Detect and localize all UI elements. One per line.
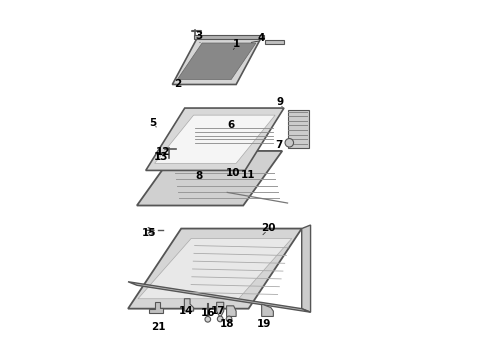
Text: 20: 20: [261, 223, 275, 233]
Text: 1: 1: [233, 39, 240, 49]
Text: 17: 17: [211, 306, 226, 316]
Text: 18: 18: [220, 319, 235, 329]
Text: 4: 4: [257, 33, 265, 43]
Text: 10: 10: [225, 168, 240, 178]
Polygon shape: [172, 38, 261, 85]
Text: 5: 5: [149, 118, 156, 128]
Text: 3: 3: [196, 31, 202, 41]
Polygon shape: [177, 43, 256, 80]
Circle shape: [285, 139, 294, 147]
Text: 16: 16: [200, 308, 215, 318]
Polygon shape: [265, 40, 284, 44]
Text: 11: 11: [241, 170, 256, 180]
Text: 13: 13: [153, 152, 168, 162]
Text: 14: 14: [179, 306, 194, 316]
Circle shape: [226, 316, 232, 322]
Polygon shape: [155, 115, 275, 163]
Polygon shape: [128, 229, 302, 309]
Polygon shape: [217, 302, 224, 316]
Polygon shape: [262, 304, 273, 316]
Polygon shape: [138, 238, 292, 299]
Polygon shape: [137, 151, 282, 206]
Polygon shape: [128, 282, 311, 312]
Text: 6: 6: [227, 120, 234, 130]
Text: 7: 7: [275, 140, 282, 149]
Text: 15: 15: [142, 228, 156, 238]
Text: 8: 8: [196, 171, 202, 181]
Polygon shape: [302, 225, 311, 312]
Text: 2: 2: [174, 79, 181, 89]
Polygon shape: [194, 35, 265, 39]
Circle shape: [205, 316, 211, 322]
Polygon shape: [288, 110, 309, 148]
Circle shape: [218, 316, 223, 322]
Polygon shape: [149, 302, 164, 313]
Text: 9: 9: [277, 97, 284, 107]
Text: 21: 21: [151, 322, 166, 332]
Text: 19: 19: [257, 319, 271, 329]
Polygon shape: [146, 108, 284, 170]
Polygon shape: [184, 299, 194, 311]
Polygon shape: [226, 306, 236, 316]
Text: 12: 12: [156, 147, 171, 157]
